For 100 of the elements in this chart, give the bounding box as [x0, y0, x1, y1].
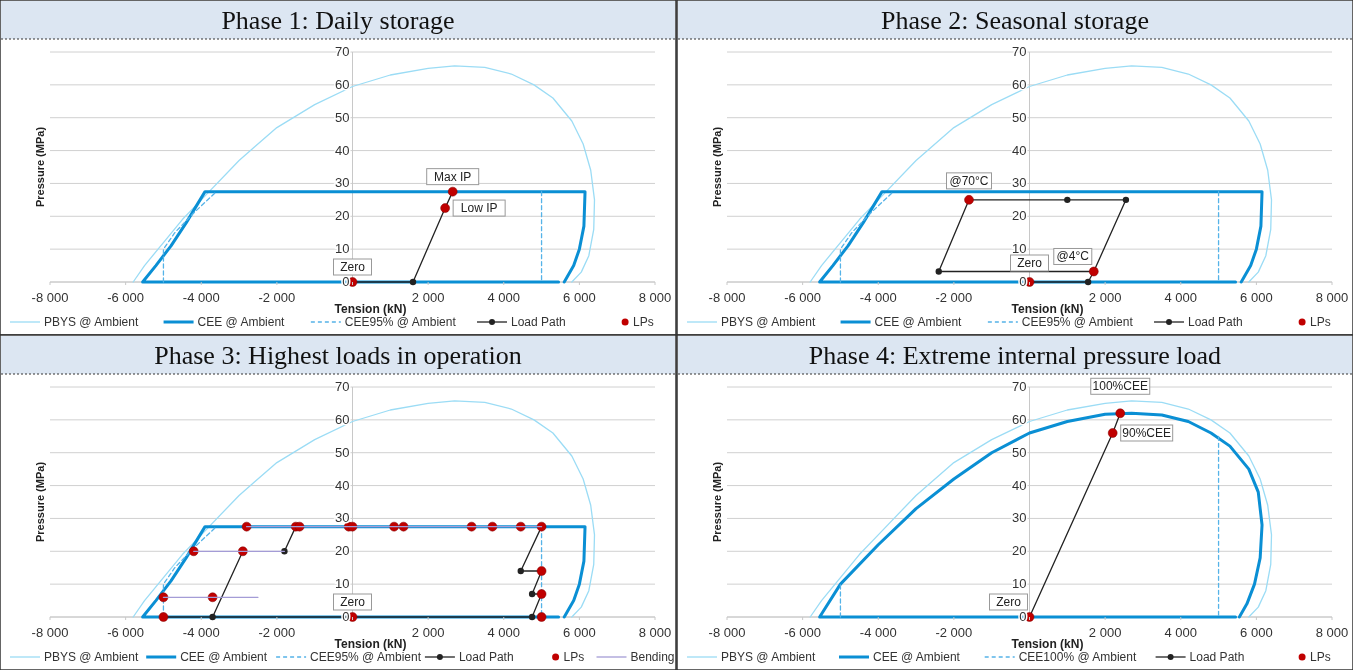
- x-tick-label: 6 000: [1240, 290, 1273, 305]
- y-tick-label: 70: [1012, 379, 1027, 394]
- x-tick-label: 8 000: [638, 625, 672, 640]
- y-tick-label: 30: [1012, 510, 1027, 526]
- y-axis-title: Pressure (MPa): [34, 126, 46, 208]
- y-axis-title: Pressure (MPa): [711, 461, 723, 543]
- y-tick-label: 20: [335, 543, 350, 559]
- legend-label: LPs: [1310, 315, 1331, 329]
- x-axis-title: Tension (kN): [1011, 637, 1084, 651]
- y-tick-label: 40: [1012, 477, 1027, 493]
- y-tick-label: 20: [1012, 543, 1027, 559]
- legend-label: CEE @ Ambient: [180, 650, 268, 664]
- x-tick-label: -8 000: [708, 625, 746, 640]
- y-tick-label: 30: [1012, 175, 1027, 191]
- x-tick-label: -8 000: [708, 290, 746, 305]
- x-tick-label: -6 000: [784, 625, 822, 640]
- x-tick-label: -2 000: [935, 290, 973, 305]
- legend-label: Load Path: [1188, 315, 1243, 329]
- x-tick-label: -8 000: [31, 290, 69, 305]
- annotation: Zero: [1017, 256, 1043, 270]
- x-axis-title: Tension (kN): [334, 637, 407, 651]
- y-tick-label: 30: [335, 510, 350, 526]
- annotation: 100%CEE: [1092, 379, 1148, 394]
- x-tick-label: 4 000: [487, 290, 521, 305]
- y-tick-label: 50: [335, 444, 350, 460]
- y-tick-label: 60: [1012, 411, 1027, 427]
- x-tick-label: 8 000: [1315, 625, 1349, 640]
- legend-label: CEE95% @ Ambient: [1021, 315, 1134, 329]
- x-tick-label: 2 000: [1088, 625, 1122, 640]
- x-tick-label: 2 000: [411, 290, 445, 305]
- legend-label: LPs: [633, 315, 654, 329]
- y-tick-label: 70: [1012, 44, 1027, 59]
- x-tick-label: 6 000: [1240, 625, 1273, 640]
- x-tick-label: -2 000: [258, 625, 296, 640]
- x-tick-label: -4 000: [859, 625, 897, 640]
- x-tick-label: 2 000: [1088, 290, 1122, 305]
- y-tick-label: 10: [335, 576, 350, 592]
- y-tick-label: 30: [335, 175, 350, 191]
- x-tick-label: -4 000: [182, 625, 220, 640]
- legend-label: PBYS @ Ambient: [721, 650, 816, 664]
- annotation: Low IP: [460, 201, 498, 216]
- legend-label: Load Path: [458, 650, 514, 664]
- legend-label: Bending: [630, 650, 675, 664]
- chart-title: Phase 1: Daily storage: [221, 6, 455, 35]
- chart-title: Phase 3: Highest loads in operation: [154, 341, 522, 370]
- y-tick-label: 60: [1012, 76, 1027, 92]
- y-tick-label: 40: [335, 142, 350, 158]
- x-tick-label: -4 000: [182, 290, 220, 305]
- legend-label: LPs: [563, 650, 585, 664]
- y-axis-title: Pressure (MPa): [711, 126, 723, 208]
- chart-title: Phase 2: Seasonal storage: [881, 6, 1149, 35]
- x-axis-title: Tension (kN): [334, 302, 407, 316]
- legend-label: Load Path: [511, 315, 566, 329]
- y-tick-label: 20: [1012, 208, 1027, 224]
- x-tick-label: -6 000: [784, 290, 822, 305]
- y-tick-label: 60: [335, 76, 350, 92]
- y-axis-title: Pressure (MPa): [34, 461, 46, 543]
- x-tick-label: -6 000: [107, 290, 145, 305]
- y-tick-label: 40: [1012, 142, 1027, 158]
- y-tick-label: 70: [335, 379, 350, 394]
- x-tick-label: 8 000: [1315, 290, 1349, 305]
- annotation: Max IP: [434, 169, 472, 184]
- legend-label: CEE95% @ Ambient: [310, 650, 422, 664]
- x-tick-label: 6 000: [563, 625, 596, 640]
- y-tick-label: 20: [335, 208, 350, 224]
- legend-label: PBYS @ Ambient: [721, 315, 816, 329]
- y-tick-label: 50: [1012, 444, 1027, 460]
- y-tick-label: 50: [1012, 109, 1027, 125]
- annotation: Zero: [340, 595, 366, 609]
- legend-label: LPs: [1310, 650, 1331, 664]
- legend-label: CEE @ Ambient: [874, 315, 963, 329]
- legend-label: CEE @ Ambient: [197, 315, 286, 329]
- x-tick-label: 8 000: [638, 290, 672, 305]
- legend-label: CEE95% @ Ambient: [344, 315, 457, 329]
- x-tick-label: -2 000: [258, 290, 296, 305]
- legend-label: PBYS @ Ambient: [44, 650, 139, 664]
- x-tick-label: 4 000: [487, 625, 521, 640]
- x-tick-label: 6 000: [563, 290, 596, 305]
- y-tick-label: 60: [335, 411, 350, 427]
- annotation: Zero: [340, 260, 366, 274]
- x-tick-label: -4 000: [859, 290, 897, 305]
- y-tick-label: 10: [1012, 241, 1027, 257]
- y-tick-label: 70: [335, 44, 350, 59]
- x-tick-label: 4 000: [1164, 625, 1198, 640]
- annotation: 90%CEE: [1122, 426, 1172, 440]
- chart-title: Phase 4: Extreme internal pressure load: [808, 341, 1222, 370]
- x-tick-label: -6 000: [107, 625, 145, 640]
- annotation: Zero: [996, 595, 1022, 609]
- x-tick-label: -2 000: [935, 625, 973, 640]
- annotation: @70°C: [949, 173, 989, 188]
- legend-label: CEE @ Ambient: [873, 650, 961, 664]
- y-tick-label: 10: [335, 241, 350, 257]
- legend-label: Load Path: [1189, 650, 1245, 664]
- y-tick-label: 10: [1012, 576, 1027, 592]
- legend-label: CEE100% @ Ambient: [1018, 650, 1137, 664]
- y-tick-label: 50: [335, 109, 350, 125]
- x-axis-title: Tension (kN): [1011, 302, 1084, 316]
- annotation: @4°C: [1056, 249, 1090, 264]
- x-tick-label: -8 000: [31, 625, 69, 640]
- x-tick-label: 4 000: [1164, 290, 1198, 305]
